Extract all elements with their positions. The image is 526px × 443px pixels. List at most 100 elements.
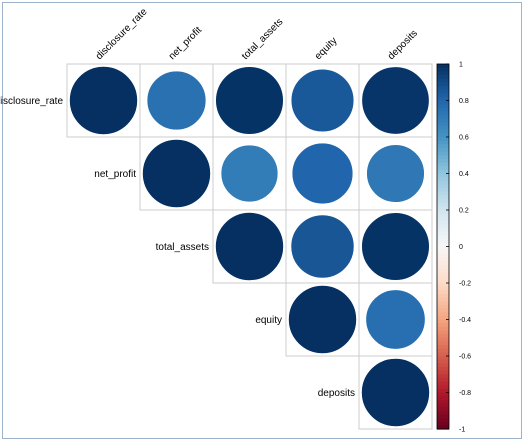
colorbar-segment xyxy=(437,293,449,299)
colorbar-segment xyxy=(437,366,449,372)
colorbar-segment xyxy=(437,334,449,339)
colorbar-segment xyxy=(437,126,449,131)
colorbar-segment xyxy=(437,104,449,109)
colorbar-segment xyxy=(437,261,449,266)
colorbar-segment xyxy=(437,286,449,291)
corr-circle-total_assets-deposits xyxy=(361,212,430,281)
colorbar-tick-label: 0.8 xyxy=(459,98,469,105)
colorbar-segment xyxy=(437,326,449,332)
colorbar-segment xyxy=(437,118,449,123)
col-label-equity: equity xyxy=(313,35,340,62)
colorbar-segment xyxy=(437,74,449,80)
corr-circle-disclosure_rate-net_profit xyxy=(146,70,207,131)
colorbar-segment xyxy=(437,283,449,288)
colorbar-segment xyxy=(437,206,449,211)
colorbar-segment xyxy=(437,184,449,189)
corr-circle-net_profit-net_profit xyxy=(142,139,211,208)
colorbar-segment xyxy=(437,147,449,153)
colorbar-segment xyxy=(437,337,449,342)
colorbar-segment xyxy=(437,107,449,113)
colorbar-segment xyxy=(437,312,449,317)
row-label-total_assets: total_assets xyxy=(156,242,209,253)
colorbar-segment xyxy=(437,239,449,244)
corr-circle-equity-equity xyxy=(288,285,357,354)
colorbar-segment xyxy=(437,89,449,94)
corr-circle-total_assets-total_assets xyxy=(215,212,284,281)
corr-circle-disclosure_rate-deposits xyxy=(361,66,430,135)
colorbar-segment xyxy=(437,330,449,335)
colorbar-segment xyxy=(437,275,449,280)
corr-circle-deposits-deposits xyxy=(361,358,430,427)
colorbar-segment xyxy=(437,140,449,145)
colorbar-segment xyxy=(437,315,449,321)
colorbar-tick-label: 1 xyxy=(459,62,463,69)
colorbar-segment xyxy=(437,356,449,361)
corr-circle-equity-deposits xyxy=(365,289,426,350)
colorbar-segment xyxy=(437,392,449,397)
colorbar-segment xyxy=(437,410,449,415)
colorbar-segment xyxy=(437,407,449,412)
colorbar-segment xyxy=(437,210,449,215)
colorbar-segment xyxy=(437,191,449,196)
col-label-disclosure_rate: disclosure_rate xyxy=(94,6,150,62)
colorbar-segment xyxy=(437,158,449,164)
colorbar-segment xyxy=(437,228,449,233)
colorbar-segment xyxy=(437,414,449,419)
colorbar-segment xyxy=(437,348,449,353)
colorbar-segment xyxy=(437,290,449,295)
colorbar-segment xyxy=(437,308,449,313)
colorbar-segment xyxy=(437,78,449,83)
colorbar-segment xyxy=(437,213,449,218)
colorbar-segment xyxy=(437,224,449,229)
colorbar-segment xyxy=(437,250,449,255)
colorbar-segment xyxy=(437,301,449,306)
corr-circle-net_profit-equity xyxy=(291,142,354,205)
colorbar-segment xyxy=(437,381,449,386)
colorbar-segment xyxy=(437,162,449,167)
colorbar-segment xyxy=(437,169,449,175)
colorbar-segment xyxy=(437,246,449,251)
colorbar-segment xyxy=(437,166,449,171)
colorbar-segment xyxy=(437,374,449,379)
colorbar-segment xyxy=(437,257,449,262)
colorbar-segment xyxy=(437,319,449,324)
colorbar-segment xyxy=(437,425,449,430)
col-label-deposits: deposits xyxy=(386,28,420,62)
colorbar-segment xyxy=(437,195,449,200)
colorbar-segment xyxy=(437,264,449,269)
colorbar-segment xyxy=(437,272,449,277)
colorbar-segment xyxy=(437,253,449,259)
colorbar-segment xyxy=(437,93,449,98)
colorbar-segment xyxy=(437,396,449,401)
colorbar-segment xyxy=(437,155,449,160)
corr-circle-disclosure_rate-equity xyxy=(290,68,355,133)
colorbar-segment xyxy=(437,341,449,346)
colorbar-segment xyxy=(437,403,449,408)
colorbar-segment xyxy=(437,64,449,69)
colorbar-segment xyxy=(437,220,449,226)
colorbar-segment xyxy=(437,144,449,149)
colorbar-segment xyxy=(437,370,449,375)
colorbar-segment xyxy=(437,133,449,138)
colorbar-segment xyxy=(437,151,449,156)
colorbar-segment xyxy=(437,297,449,302)
col-label-total_assets: total_assets xyxy=(240,17,286,63)
colorbar-segment xyxy=(437,388,449,394)
row-label-deposits: deposits xyxy=(318,388,355,399)
colorbar-tick-label: 0.6 xyxy=(459,135,469,142)
colorbar-tick-label: -0.6 xyxy=(459,354,471,361)
colorbar-segment xyxy=(437,242,449,248)
colorbar-segment xyxy=(437,115,449,120)
colorbar-tick-label: 0.4 xyxy=(459,171,469,178)
colorbar-tick-label: -0.2 xyxy=(459,281,471,288)
corr-circle-disclosure_rate-total_assets xyxy=(215,66,284,135)
colorbar-segment xyxy=(437,385,449,390)
colorbar-segment xyxy=(437,345,449,350)
colorbar-tick-label: -1 xyxy=(459,427,465,434)
colorbar-segment xyxy=(437,377,449,383)
colorbar-segment xyxy=(437,180,449,186)
colorbar-segment xyxy=(437,231,449,237)
colorbar-segment xyxy=(437,188,449,193)
row-label-net_profit: net_profit xyxy=(94,169,136,180)
